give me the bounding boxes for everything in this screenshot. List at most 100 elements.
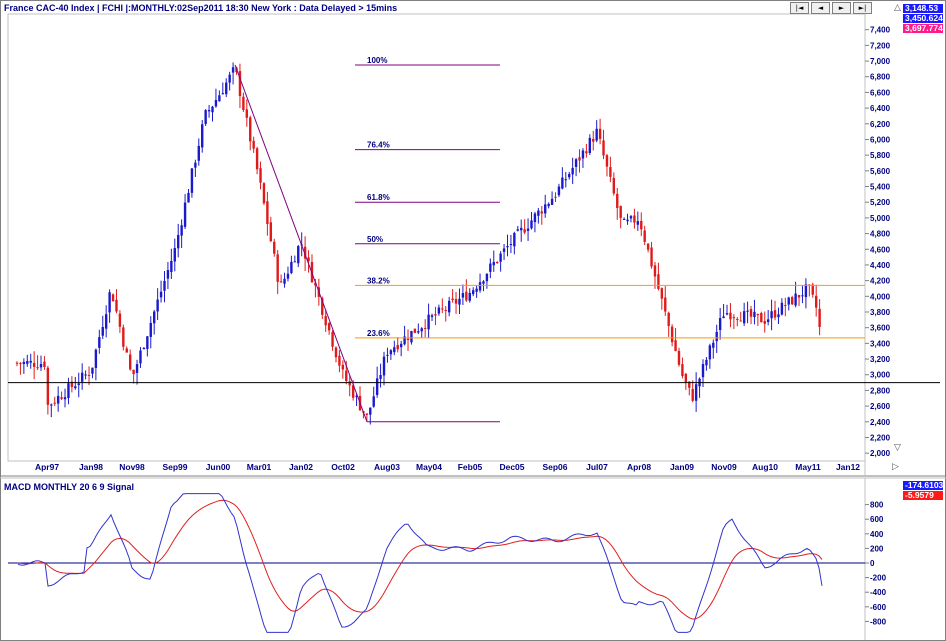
candle-body (163, 280, 166, 291)
candle-body (104, 314, 108, 329)
x-tick-label: Jul07 (586, 462, 608, 472)
candle-body (677, 350, 681, 365)
candle-body (170, 260, 173, 273)
x-tick-label: Nov98 (119, 462, 145, 472)
candle-body (602, 140, 605, 156)
candle-body (338, 355, 341, 366)
candle-body (694, 384, 698, 401)
candle-body (770, 311, 773, 319)
candle-body (646, 243, 650, 250)
scroll-up-icon[interactable]: △ (894, 3, 901, 13)
candle-body (471, 290, 475, 295)
fib-level-label: 76.4% (367, 141, 390, 150)
candle-body (297, 246, 300, 264)
candle-body (557, 186, 561, 196)
previous-page-button[interactable]: ◄ (811, 2, 830, 14)
x-tick-label: Apr08 (627, 462, 651, 472)
macd-tick-label: 200 (870, 544, 884, 553)
candle-body (492, 261, 495, 266)
candle-body (465, 291, 468, 301)
y-tick-label: 6,200 (870, 120, 891, 129)
candle-body (636, 221, 640, 225)
candle-body (334, 347, 338, 358)
candle-body (399, 343, 403, 348)
candle-body (29, 360, 32, 363)
candle-body (307, 257, 310, 262)
x-tick-label: Jun00 (206, 462, 231, 472)
candle-body (146, 336, 149, 349)
y-tick-label: 5,200 (870, 198, 891, 207)
y-tick-label: 7,400 (870, 26, 891, 35)
price-y-axis: 2,000 2,200 2,400 2,600 2,800 3,000 3,200 3,400… (865, 26, 891, 458)
candle-body (670, 326, 674, 343)
candle-body (201, 124, 204, 148)
candle-body (609, 167, 612, 177)
y-tick-label: 6,000 (870, 135, 891, 144)
candle-body (705, 359, 708, 366)
y-tick-label: 3,000 (870, 371, 891, 380)
candle-body (262, 183, 266, 204)
candle-body (269, 222, 273, 242)
candle-body (475, 288, 478, 292)
candle-body (231, 67, 235, 73)
candle-body (773, 310, 777, 318)
candle-body (139, 350, 142, 364)
signal-value-badge: -5.9579 (903, 491, 943, 500)
candle-body (197, 145, 200, 161)
candle-body (84, 374, 87, 376)
candle-body (784, 305, 787, 307)
candle-body (441, 308, 444, 310)
candle-body (108, 292, 111, 313)
candle-body (640, 220, 643, 230)
first-page-button[interactable]: |◄ (790, 2, 809, 14)
candle-body (430, 315, 434, 317)
candle-body (204, 110, 207, 124)
next-page-button[interactable]: ► (832, 2, 851, 14)
candle-body (245, 109, 249, 118)
candle-body (283, 278, 286, 284)
candle-body (60, 397, 63, 399)
signal-line (17, 499, 823, 620)
candle-body (125, 348, 128, 353)
candle-body (691, 388, 694, 401)
x-tick-label: Aug10 (752, 462, 778, 472)
y-tick-label: 4,400 (870, 261, 891, 270)
candle-body (348, 381, 351, 386)
scroll-down-icon[interactable]: ▽ (894, 443, 901, 453)
candle-body (578, 157, 581, 161)
last-page-button[interactable]: ►| (853, 2, 872, 14)
candle-body (540, 211, 543, 214)
y-tick-label: 3,600 (870, 324, 891, 333)
candle-body (760, 313, 763, 323)
fib-level-label: 100% (367, 56, 387, 65)
candle-body (341, 364, 345, 370)
candle-body (550, 198, 554, 205)
x-tick-label: Oct02 (331, 462, 355, 472)
candle-body (437, 307, 441, 314)
candle-body (787, 297, 790, 305)
y-tick-label: 4,600 (870, 245, 891, 254)
macd-tick-label: -800 (870, 617, 887, 626)
macd-tick-label: 0 (870, 559, 875, 568)
fib-level-label: 23.6% (367, 329, 390, 338)
candle-body (502, 248, 506, 252)
candle-body (242, 96, 245, 110)
x-tick-label: Apr97 (35, 462, 59, 472)
candle-body (32, 362, 36, 367)
x-tick-label: May04 (416, 462, 442, 472)
candle-body (478, 282, 482, 291)
candle-body (533, 213, 537, 223)
candle-body (255, 148, 259, 170)
candle-body (413, 328, 417, 333)
candle-body (725, 313, 729, 315)
candle-body (650, 247, 653, 267)
scroll-right-icon[interactable]: ▷ (892, 462, 899, 472)
candle-body (513, 232, 516, 247)
fib-level-label: 50% (367, 235, 383, 244)
candle-body (537, 210, 540, 216)
candle-body (485, 273, 489, 282)
candle-body (818, 308, 821, 327)
candle-body (207, 109, 211, 112)
